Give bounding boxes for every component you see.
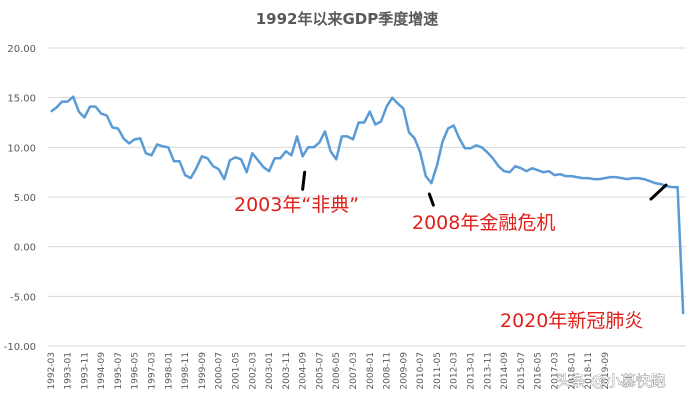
x-tick-label: 1998-01 (164, 352, 174, 390)
x-tick-label: 2009-09 (399, 352, 409, 390)
annotation-label: 2020年新冠肺炎 (500, 310, 643, 332)
x-tick-label: 2018-01 (567, 352, 577, 390)
x-tick-label: 2012-03 (450, 352, 460, 390)
y-tick-label: 10.00 (7, 143, 36, 154)
x-tick-label: 2001-05 (231, 352, 241, 390)
x-tick-label: 1999-09 (198, 352, 208, 390)
x-tick-label: 1994-09 (97, 352, 107, 390)
annotation-marker (301, 170, 307, 191)
x-tick-label: 2011-05 (433, 352, 443, 390)
x-tick-label: 2015-07 (517, 352, 527, 390)
x-tick-label: 2008-11 (383, 352, 393, 390)
chart-title: 1992年以来GDP季度增速 (255, 10, 439, 28)
x-tick-label: 2013-11 (483, 352, 493, 390)
series-line (50, 95, 685, 315)
annotation-marker (427, 192, 435, 207)
y-tick-label: -5.00 (10, 292, 36, 303)
watermark: 头条 @小慕快跑 (556, 372, 666, 390)
x-tick-label: 2006-05 (332, 352, 342, 390)
x-tick-label: 1998-11 (181, 352, 191, 390)
x-tick-label: 2019-09 (601, 352, 611, 390)
x-tick-label: 2014-09 (500, 352, 510, 390)
x-tick-label: 2000-07 (215, 352, 225, 390)
x-tick-label: 2003-01 (265, 352, 275, 390)
x-tick-label: 2002-03 (248, 352, 258, 390)
x-tick-label: 1997-03 (148, 352, 158, 390)
y-tick-label: 20.00 (7, 44, 36, 55)
y-tick-label: 5.00 (14, 193, 36, 204)
annotation-marker (649, 183, 668, 201)
x-tick-label: 1993-01 (64, 352, 74, 390)
x-tick-label: 2003-11 (282, 352, 292, 390)
x-tick-label: 2008-01 (366, 352, 376, 390)
y-tick-label: 15.00 (7, 94, 36, 105)
annotation-label: 2008年金融危机 (412, 212, 555, 234)
annotation-label: 2003年“非典” (234, 194, 359, 216)
x-tick-label: 2017-03 (550, 352, 560, 390)
x-tick-label: 2013-01 (467, 352, 477, 390)
y-tick-label: -10.00 (4, 342, 36, 353)
x-tick-label: 1996-05 (131, 352, 141, 390)
x-tick-label: 2018-11 (584, 352, 594, 390)
x-tick-label: 2010-07 (416, 352, 426, 390)
x-tick-label: 2016-05 (534, 352, 544, 390)
x-tick-label: 2005-07 (315, 352, 325, 390)
x-tick-label: 1993-11 (80, 352, 90, 390)
x-tick-label: 2007-03 (349, 352, 359, 390)
x-tick-label: 1995-07 (114, 352, 124, 390)
x-tick-label: 1992-03 (47, 352, 57, 390)
y-tick-label: 0.00 (14, 243, 36, 254)
x-tick-label: 2004-09 (299, 352, 309, 390)
